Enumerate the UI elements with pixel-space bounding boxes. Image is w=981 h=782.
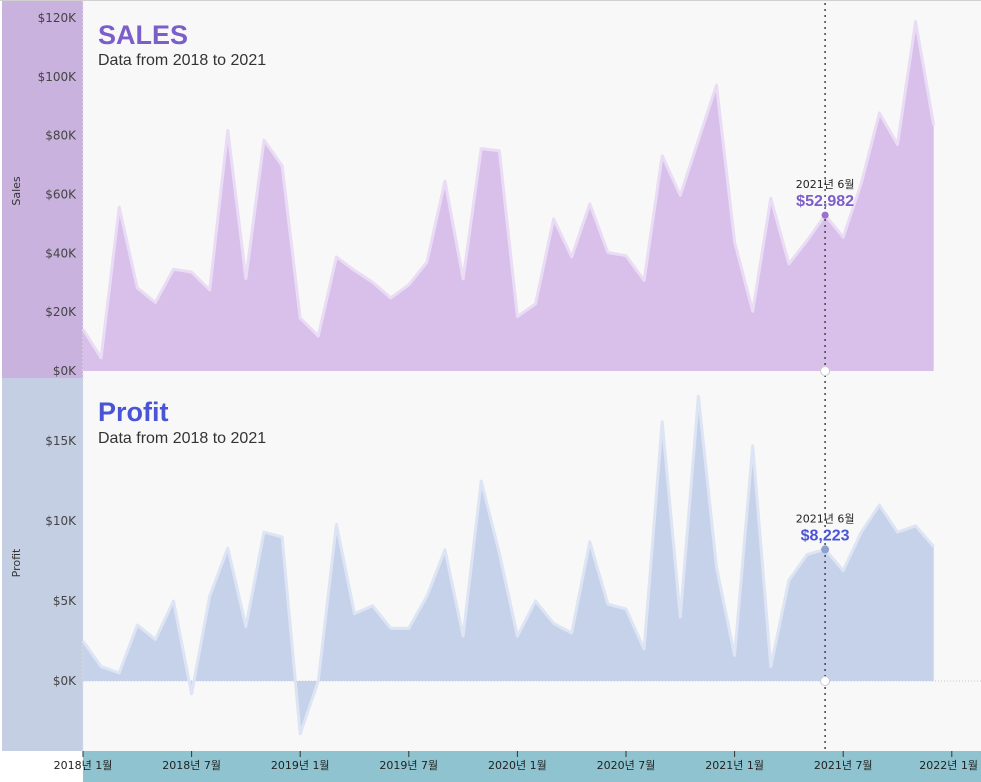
dual-area-chart: Sales Profit $0K $20K $40K $60K $80K $100K $12… — [0, 0, 981, 782]
profit-hover-baseline-marker — [821, 677, 830, 686]
sales-y-axis-title: Sales — [10, 176, 23, 206]
profit-subtitle: Data from 2018 to 2021 — [98, 430, 266, 447]
profit-y-axis-title: Profit — [10, 548, 23, 577]
sales-y-tick-label: $0K — [53, 364, 77, 378]
sales-y-tick-label: $20K — [45, 305, 77, 319]
x-tick-label: 2021년 1월 — [705, 759, 764, 772]
sales-hover-date: 2021년 6월 — [796, 178, 855, 191]
profit-hover-point[interactable] — [821, 545, 829, 553]
sales-y-tick-label: $120K — [38, 11, 78, 25]
sales-y-tick-label: $80K — [45, 129, 77, 143]
sales-title: SALES — [98, 20, 188, 50]
x-tick-label: 2019년 7월 — [379, 759, 438, 772]
sales-y-tick-label: $40K — [45, 246, 77, 260]
x-tick-label: 2020년 7월 — [597, 759, 656, 772]
profit-title: Profit — [98, 397, 169, 427]
sales-y-tick-label: $60K — [45, 188, 77, 202]
sales-y-tick-label: $100K — [38, 70, 78, 84]
x-tick-label: 2020년 1월 — [488, 759, 547, 772]
x-tick-label: 2018년 7월 — [162, 759, 221, 772]
sales-hover-point[interactable] — [822, 212, 829, 219]
profit-hover-date: 2021년 6월 — [796, 512, 855, 525]
x-tick-label: 2018년 1월 — [54, 759, 113, 772]
x-tick-label: 2021년 7월 — [814, 759, 873, 772]
sales-hover-baseline-marker — [821, 367, 830, 376]
sales-subtitle: Data from 2018 to 2021 — [98, 52, 266, 69]
x-tick-label: 2019년 1월 — [271, 759, 330, 772]
profit-y-tick-label: $10K — [45, 514, 77, 528]
x-tick-label: 2022년 1월 — [919, 759, 978, 772]
profit-y-tick-label: $15K — [45, 434, 77, 448]
profit-y-tick-label: $0K — [53, 674, 77, 688]
profit-y-tick-label: $5K — [53, 594, 77, 608]
profit-hover-value: $8,223 — [801, 527, 850, 544]
sales-hover-value: $52,982 — [796, 193, 854, 210]
